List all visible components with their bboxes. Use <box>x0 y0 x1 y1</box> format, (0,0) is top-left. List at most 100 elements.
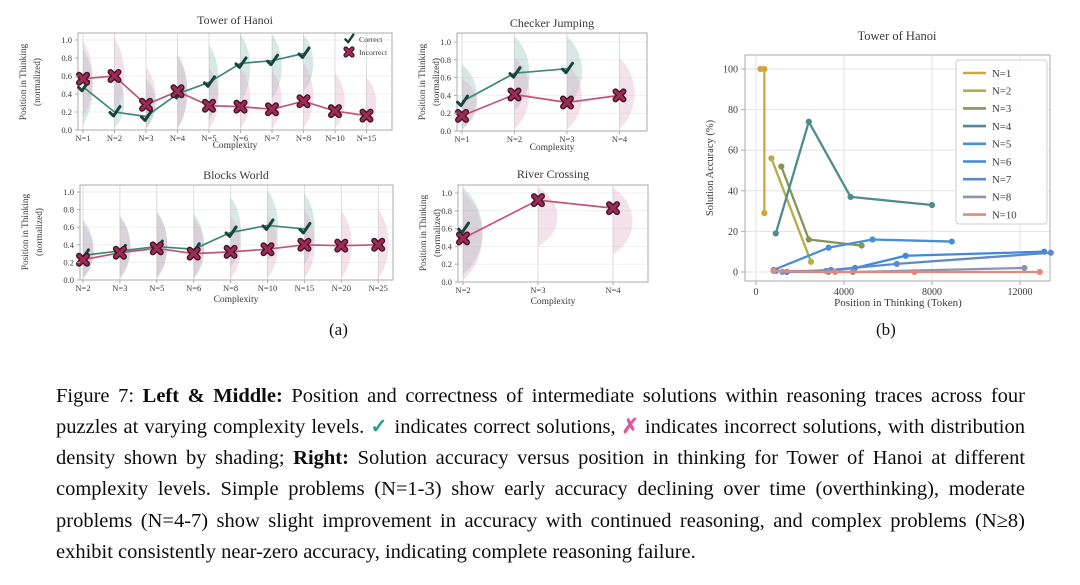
caption-segment: ✓ <box>370 415 389 438</box>
svg-text:100: 100 <box>723 65 738 76</box>
svg-text:Checker Jumping: Checker Jumping <box>510 16 594 30</box>
svg-text:(normalized): (normalized) <box>32 58 43 106</box>
svg-text:N=6: N=6 <box>233 133 248 143</box>
density-violin <box>514 57 530 130</box>
panel-b-label: (b) <box>876 320 896 339</box>
svg-text:Complexity: Complexity <box>214 295 259 305</box>
series-N=1 <box>760 67 766 214</box>
svg-text:0.6: 0.6 <box>63 222 74 232</box>
series-N=3 <box>780 166 862 247</box>
density-violin <box>567 65 582 130</box>
svg-text:N=1: N=1 <box>454 134 469 144</box>
caption-segment: Solution accuracy versus position in thi… <box>56 447 1026 563</box>
caption-segment: Position and correctness of intermediate… <box>56 384 1026 438</box>
svg-text:0.4: 0.4 <box>63 240 74 250</box>
svg-text:Position in Thinking: Position in Thinking <box>418 44 428 121</box>
svg-text:Blocks World: Blocks World <box>203 168 269 182</box>
svg-text:N=4: N=4 <box>605 285 621 295</box>
svg-text:0.2: 0.2 <box>441 259 452 269</box>
series-N=5 <box>773 238 952 272</box>
svg-text:N=7: N=7 <box>992 174 1012 186</box>
caption-segment: Figure 7: <box>56 384 143 407</box>
density-violin <box>335 73 345 129</box>
svg-text:N=2: N=2 <box>992 86 1011 98</box>
svg-text:N=3: N=3 <box>138 133 153 143</box>
svg-text:12000: 12000 <box>1008 287 1033 298</box>
series-N=10 <box>773 269 1040 274</box>
svg-text:Tower of Hanoi: Tower of Hanoi <box>197 13 273 27</box>
svg-text:0.6: 0.6 <box>440 73 451 83</box>
svg-text:0.4: 0.4 <box>441 241 452 251</box>
svg-text:N=5: N=5 <box>992 139 1011 151</box>
svg-text:0.4: 0.4 <box>61 89 72 99</box>
svg-text:40: 40 <box>728 186 738 197</box>
svg-text:0.4: 0.4 <box>440 90 451 100</box>
svg-text:Tower of Hanoi: Tower of Hanoi <box>858 29 937 43</box>
svg-text:1.0: 1.0 <box>61 35 72 45</box>
subplot-tower-of-hanoi-accuracy: 0 20 40 60 80 100 0 4000 8000 12000 Tower of Hanoi… <box>705 29 1054 309</box>
svg-text:N=5: N=5 <box>149 283 164 293</box>
svg-text:(normalized): (normalized) <box>34 208 45 256</box>
svg-text:0.2: 0.2 <box>440 108 451 118</box>
caption-segment: Right: <box>293 447 358 470</box>
svg-text:0.6: 0.6 <box>61 71 72 81</box>
series-N=2 <box>770 157 813 263</box>
svg-text:0.8: 0.8 <box>63 205 74 215</box>
svg-text:0.6: 0.6 <box>441 224 452 234</box>
svg-text:N=2: N=2 <box>455 285 470 295</box>
svg-text:0.2: 0.2 <box>63 257 74 267</box>
svg-text:0.8: 0.8 <box>440 55 451 65</box>
svg-text:N=3: N=3 <box>992 103 1011 115</box>
svg-text:20: 20 <box>728 227 738 238</box>
svg-text:0.0: 0.0 <box>63 275 74 285</box>
svg-text:8000: 8000 <box>922 287 942 298</box>
svg-text:0: 0 <box>754 287 759 298</box>
svg-text:N=1: N=1 <box>992 68 1011 80</box>
caption-segment: Left & Middle: <box>142 384 292 407</box>
caption-segment: ✗ <box>621 415 639 438</box>
svg-text:Position in Thinking (Token): Position in Thinking (Token) <box>834 297 962 309</box>
svg-text:Incorrect: Incorrect <box>359 48 388 57</box>
svg-text:Position in Thinking: Position in Thinking <box>419 195 429 272</box>
caption-segment: indicates incorrect solutions, with dist… <box>56 415 1025 470</box>
svg-text:80: 80 <box>728 105 738 116</box>
svg-text:60: 60 <box>728 146 738 157</box>
density-violin <box>272 34 282 99</box>
caption-segment: indicates correct solutions, <box>388 415 622 438</box>
svg-text:N=10: N=10 <box>258 283 277 293</box>
density-violin <box>378 209 389 279</box>
legend-box <box>955 59 1048 225</box>
density-violin <box>613 187 633 255</box>
svg-text:N=2: N=2 <box>75 283 90 293</box>
svg-text:N=3: N=3 <box>559 134 574 144</box>
subplot-checker-jumping-position: 0.0 0.2 0.4 0.6 0.8 1.0 N=1 N=2 N=3 N=4 Checker Ju… <box>418 16 648 153</box>
density-violin <box>240 68 251 129</box>
svg-text:N=4: N=4 <box>612 134 628 144</box>
svg-text:N=4: N=4 <box>992 121 1012 133</box>
figure-panels: 0.0 0.2 0.4 0.6 0.8 1.0 N=1 N=2 N=3 N=4 N=5 N=6 N=7 N… <box>19 13 1054 309</box>
svg-text:N=3: N=3 <box>112 283 127 293</box>
subplot-blocks-world-position: 0.0 0.2 0.4 0.6 0.8 1.0 N=2 N=3 N=5 N=6 N=8 N=10 N=1… <box>21 168 394 305</box>
svg-text:N=10: N=10 <box>992 209 1017 221</box>
figure-caption: Figure 7: Left & Middle: Position and co… <box>56 381 1025 569</box>
svg-text:0.0: 0.0 <box>440 126 451 136</box>
svg-text:N=8: N=8 <box>296 133 311 143</box>
svg-text:N=10: N=10 <box>325 133 344 143</box>
svg-text:Complexity: Complexity <box>531 297 576 307</box>
svg-text:N=7: N=7 <box>264 133 279 143</box>
svg-text:N=2: N=2 <box>507 134 522 144</box>
svg-text:N=1: N=1 <box>75 133 90 143</box>
svg-text:N=15: N=15 <box>295 283 314 293</box>
density-violin <box>83 49 93 125</box>
density-violin <box>619 58 635 130</box>
subplot-tower-of-hanoi-position: 0.0 0.2 0.4 0.6 0.8 1.0 N=1 N=2 N=3 N=4 N=5 N=6 N=7 N… <box>19 13 393 151</box>
svg-text:Solution Accuracy (%): Solution Accuracy (%) <box>705 119 716 216</box>
svg-text:River Crossing: River Crossing <box>517 167 589 181</box>
svg-text:(normalized): (normalized) <box>431 58 442 106</box>
svg-text:4000: 4000 <box>834 287 854 298</box>
svg-text:0: 0 <box>733 268 738 279</box>
svg-text:N=25: N=25 <box>368 283 387 293</box>
svg-text:(normalized): (normalized) <box>432 209 443 257</box>
svg-text:0.8: 0.8 <box>441 206 452 216</box>
